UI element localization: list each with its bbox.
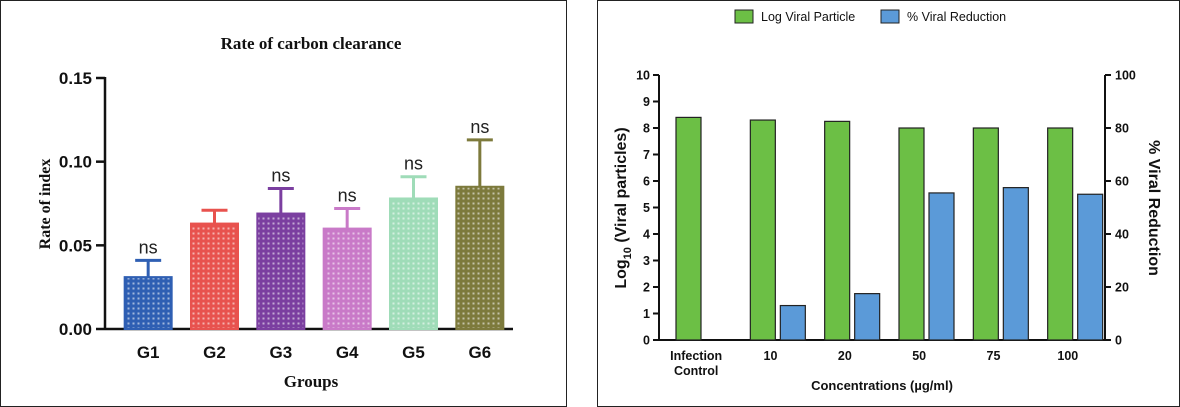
- right-y-tick-label: 80: [1115, 122, 1129, 136]
- left-y-tick-label: 10: [636, 69, 650, 83]
- left-y-tick-label: 3: [643, 254, 650, 268]
- x-tick-label: 10: [764, 349, 778, 363]
- bar-log-viral-particle: [898, 127, 925, 341]
- y-tick-label: 0.00: [59, 320, 92, 339]
- bar-viral-reduction: [779, 304, 806, 341]
- legend-label-viral-reduction: % Viral Reduction: [907, 10, 1006, 24]
- y-tick-label: 0.15: [59, 69, 92, 88]
- left-y-tick-label: 9: [643, 95, 650, 109]
- bar-viral-reduction: [854, 293, 881, 341]
- significance-label: ns: [271, 165, 290, 185]
- left-y-tick-label: 0: [643, 334, 650, 348]
- carbon-clearance-chart-panel: Rate of carbon clearance 0.00 0.05 0.10 0.15…: [0, 0, 567, 407]
- left-y-tick-label: 5: [643, 201, 650, 215]
- bar-log-viral-particle: [972, 127, 999, 341]
- bar-g3: [256, 212, 306, 330]
- viral-reduction-chart: Log Viral Particle % Viral Reduction 0 1 2 3 4…: [613, 9, 1162, 393]
- left-y-tick-label: 2: [643, 281, 650, 295]
- bar-viral-reduction: [1077, 193, 1104, 341]
- y-tick-label: 0.05: [59, 236, 92, 255]
- left-y-tick-label: 4: [643, 228, 650, 242]
- chart-title: Rate of carbon clearance: [221, 34, 402, 53]
- x-tick-label: G4: [336, 343, 359, 362]
- bar-g4: [322, 227, 372, 331]
- legend-swatch-viral-reduction: [880, 9, 900, 24]
- bar-viral-reduction: [928, 192, 955, 341]
- x-axis-label: Concentrations (µg/ml): [811, 378, 953, 393]
- significance-label: ns: [404, 154, 423, 174]
- bar-log-viral-particle: [824, 120, 851, 341]
- x-tick-label: Infection: [670, 349, 722, 363]
- bar-log-viral-particle: [675, 116, 702, 341]
- y-axis-label: Rate of index: [37, 159, 54, 250]
- significance-label: ns: [338, 186, 357, 206]
- x-tick-label: 20: [838, 349, 852, 363]
- x-tick-label: G2: [203, 343, 226, 362]
- viral-reduction-chart-panel: Log Viral Particle % Viral Reduction 0 1 2 3 4…: [597, 0, 1180, 407]
- bar-g2: [190, 222, 239, 330]
- bar-viral-reduction: [1002, 187, 1029, 341]
- x-tick-label: 75: [987, 349, 1001, 363]
- x-tick-label: G3: [269, 343, 292, 362]
- legend-label-log-viral-particle: Log Viral Particle: [761, 10, 855, 24]
- significance-label: ns: [470, 117, 489, 137]
- bar-g6: [455, 185, 505, 330]
- left-y-tick-label: 8: [643, 122, 650, 136]
- significance-label: ns: [139, 237, 158, 257]
- legend-swatch-log-viral-particle: [734, 9, 754, 24]
- x-tick-label: Control: [674, 364, 718, 378]
- left-y-tick-label: 7: [643, 148, 650, 162]
- left-y-tick-label: 1: [643, 307, 650, 321]
- left-y-tick-label: 6: [643, 175, 650, 189]
- x-tick-label: G5: [402, 343, 425, 362]
- bar-g5: [389, 197, 438, 330]
- right-y-axis-label: % Viral Reduction: [1145, 140, 1162, 276]
- y-tick-label: 0.10: [59, 153, 92, 172]
- carbon-clearance-chart: Rate of carbon clearance 0.00 0.05 0.10 0.15…: [37, 34, 513, 391]
- bar-log-viral-particle: [1047, 127, 1074, 341]
- right-y-tick-label: 0: [1115, 334, 1122, 348]
- x-axis-label: Groups: [284, 372, 339, 391]
- x-tick-label: 50: [912, 349, 926, 363]
- x-tick-label: G1: [137, 343, 160, 362]
- right-y-tick-label: 60: [1115, 175, 1129, 189]
- right-y-tick-label: 20: [1115, 281, 1129, 295]
- bar-g1: [123, 276, 173, 331]
- right-y-tick-label: 40: [1115, 228, 1129, 242]
- left-y-axis-label: Log10 (Viral particles): [613, 127, 634, 288]
- x-tick-label: G6: [468, 343, 491, 362]
- x-tick-label: 100: [1057, 349, 1078, 363]
- right-y-tick-label: 100: [1115, 69, 1136, 83]
- bar-log-viral-particle: [749, 119, 776, 341]
